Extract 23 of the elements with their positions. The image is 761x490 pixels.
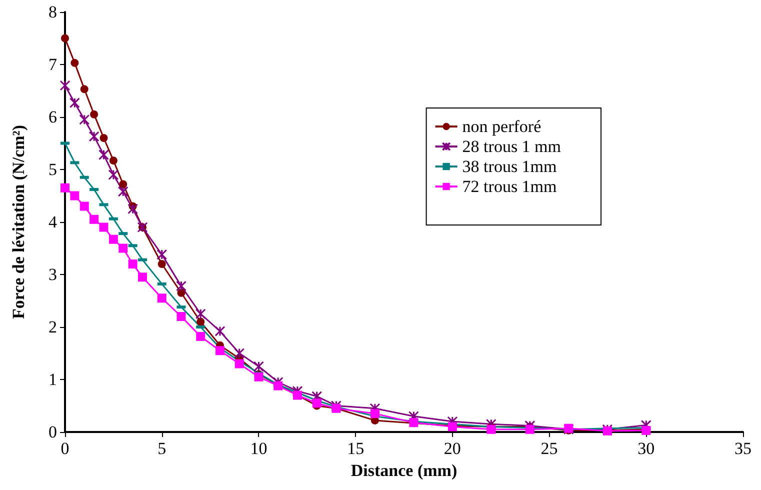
x-tick-label: 20 — [444, 439, 461, 458]
legend-label: non perforé — [462, 117, 542, 136]
y-tick-label: 7 — [48, 55, 58, 74]
y-tick-label: 1 — [48, 370, 57, 389]
x-tick-label: 25 — [540, 439, 558, 458]
y-tick-label: 0 — [48, 422, 57, 442]
y-tick-label: 8 — [48, 2, 57, 22]
x-tick-label: 10 — [250, 439, 268, 458]
legend-label: 28 trous 1 mm — [462, 137, 562, 156]
legend-label: 38 trous 1mm — [462, 157, 557, 176]
x-axis-title: Distance (mm) — [350, 461, 458, 480]
y-tick-label: 3 — [48, 265, 57, 284]
legend-label: 72 trous 1mm — [462, 177, 557, 196]
y-axis-title: Force de lévitation (N/cm²) — [9, 124, 28, 320]
y-tick-label: 4 — [48, 212, 58, 232]
x-tick-label: 15 — [347, 439, 364, 458]
y-tick-label: 6 — [48, 108, 57, 126]
y-tick-label: 2 — [48, 318, 57, 336]
y-tick-label: 5 — [48, 160, 57, 179]
x-tick-label: 5 — [158, 439, 166, 458]
x-tick-label: 35 — [734, 439, 752, 458]
x-tick-label: 0 — [60, 439, 70, 458]
x-tick-label: 30 — [638, 439, 655, 458]
